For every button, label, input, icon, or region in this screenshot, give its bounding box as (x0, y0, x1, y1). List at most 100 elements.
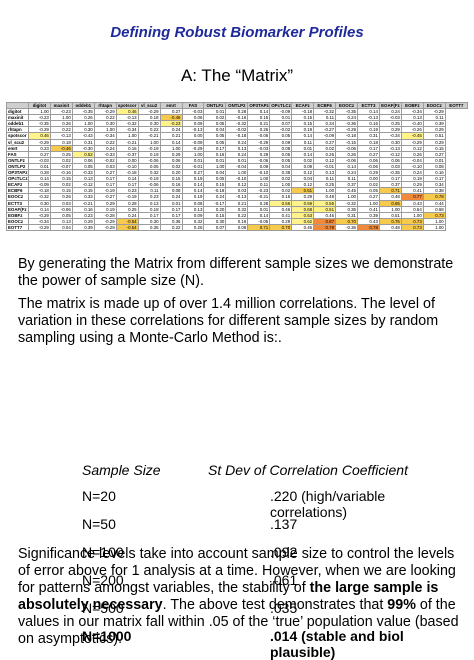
matrix-cell: 0.73 (400, 223, 424, 231)
matrix-header-row: digitot maxinit oddeb1 rhtapn spotscor vl_scu… (6, 101, 469, 110)
matrix-row: OP3TAPz 0.28 -0.16 -0.33 0.27 -0.18 0.32 0.20 0.… (6, 169, 468, 177)
correlation-matrix-table: digitot maxinit oddeb1 rhtapn spotscor vl_scu… (6, 101, 469, 231)
matrix-cell: -0.18 (225, 132, 249, 140)
sample-size-value: N=500 (82, 600, 124, 616)
paragraph-matrix-description: The matrix is made up of over 1.4 millio… (18, 296, 439, 346)
matrix-cell: -0.06 (137, 156, 161, 164)
matrix-cell: 0.78 (357, 223, 380, 231)
matrix-cell: 0.51 (422, 132, 446, 140)
correlation-matrix: digitot maxinit oddeb1 rhtapn spotscor vl_scu… (6, 101, 469, 242)
matrix-row: EOBFz -0.29 0.05 0.23 -0.28 0.24 0.17 0.17 0.09 0… (6, 211, 468, 219)
matrix-column-header: spotscor (115, 101, 139, 110)
matrix-cell: 0.19 (137, 150, 161, 158)
matrix-column-header: EOOCz (422, 101, 446, 110)
matrix-cell: -0.17 (203, 199, 227, 207)
matrix-cell: -0.34 (115, 126, 139, 134)
matrix-cell: 1.00 (159, 144, 183, 152)
matrix-cell: 0.29 (422, 138, 446, 146)
matrix-cell: -0.19 (137, 175, 161, 183)
matrix-cell: 0.32 (137, 169, 161, 177)
matrix-cell: 0.17 (422, 175, 446, 183)
matrix-cell: -0.23 (159, 120, 183, 128)
paragraph-sample-size-intro: By generating the Matrix from different … (18, 256, 454, 289)
matrix-cell: 0.23 (115, 187, 139, 195)
matrix-cell: 0.17 (137, 211, 161, 219)
matrix-cell: -0.29 (93, 223, 117, 231)
matrix-column-header: FAS (181, 101, 205, 110)
matrix-column-header: OPcTLCz (269, 101, 293, 110)
matrix-cell: -0.03 (181, 108, 205, 116)
matrix-cell: 0.21 (159, 132, 183, 140)
matrix-cell: 0.17 (115, 181, 139, 189)
sample-size-value: N=200 (82, 572, 124, 588)
matrix-cell: -0.46 (159, 114, 183, 122)
matrix-cell: 0.06 (159, 156, 183, 164)
matrix-cell: -0.01 (181, 162, 205, 171)
significance-emphasis: the large sample is absolutely necessary (18, 580, 439, 613)
matrix-row: ONTLP2 0.01 -0.07 0.05 0.03 -0.10 0.05 0.02 -0.0… (6, 162, 468, 171)
matrix-cell: -0.36 (335, 223, 358, 231)
matrix-cell: 0.22 (137, 126, 161, 134)
matrix-cell: -0.13 (225, 193, 249, 201)
matrix-cell: -0.29 (422, 108, 446, 116)
matrix-cell: -0.29 (27, 223, 51, 231)
matrix-cell: 0.36 (159, 217, 183, 225)
matrix-cell: 0.71 (247, 223, 271, 231)
matrix-cell: -0.37 (115, 150, 139, 158)
matrix-column-header: EOTT7 (444, 101, 469, 110)
matrix-row: EOOCz -0.34 0.13 0.29 -0.29 -0.54 0.30 0.36 0.32… (6, 217, 468, 225)
matrix-cell: -0.54 (115, 217, 139, 225)
matrix-cell: 0.46 (115, 108, 139, 116)
matrix-cell: 0.05 (137, 162, 161, 171)
matrix-cell: 0.13 (137, 199, 161, 207)
matrix-row: FAS 0.27 0.25 0.52 -0.33 -0.37 0.19 0.29 1.00 0.1… (6, 150, 468, 158)
matrix-cell: 0.73 (422, 211, 446, 219)
matrix-cell: 0.24 (159, 193, 183, 201)
matrix-row: spotscor 0.46 -0.13 -0.43 -0.34 1.00 -0.21 0.21… (6, 132, 468, 140)
matrix-cell: 0.17 (159, 205, 183, 213)
matrix-cell: 0.07 (203, 223, 227, 231)
matrix-cell: 0.26 (181, 223, 205, 231)
matrix-cell: 0.01 (159, 199, 183, 207)
section-subtitle: A: The “Matrix” (180, 66, 294, 85)
matrix-cell: -0.16 (225, 114, 249, 122)
matrix-cell: 0.14 (115, 175, 139, 183)
matrix-row: EOTT7 -0.29 0.04 0.39 -0.29 -0.54 0.35 0.22 0.26… (6, 223, 468, 231)
matrix-cell: 0.28 (115, 199, 139, 207)
matrix-cell: 0.18 (137, 205, 161, 213)
significance-text: Significance levels take into account sa… (18, 546, 456, 596)
matrix-cell: 0.17 (159, 211, 183, 219)
matrix-cell: 0.78 (313, 223, 337, 231)
std-dev-value: .092 (270, 544, 298, 560)
significance-percent: 99% (387, 597, 416, 613)
matrix-row: OPcTLCz 0.14 0.15 0.13 0.17 0.14 -0.19 0.15 0.19… (6, 175, 468, 183)
matrix-cell: 0.68 (422, 205, 446, 213)
matrix-column-header: ONTLFz (203, 101, 227, 110)
page-title: Defining Robust Biomarker Profiles (110, 24, 364, 41)
matrix-cell: 0.01 (422, 156, 446, 164)
matrix-column-header: vl_scu2 (137, 101, 161, 110)
matrix-row-label: EOAF(Fz (6, 205, 29, 213)
matrix-row: ECTT3 0.30 0.03 -0.21 0.29 0.28 0.13 0.01 0.08 -0… (6, 199, 468, 207)
matrix-row-label: OPcTLCz (6, 175, 29, 183)
sample-size-header: Sample Size (82, 462, 161, 478)
matrix-cell: 0.00 (115, 156, 139, 164)
matrix-column-header: ONTLP2 (225, 101, 249, 110)
matrix-cell: 0.35 (137, 223, 161, 231)
matrix-cell: 0.18 (137, 114, 161, 122)
matrix-cell: -0.18 (203, 187, 227, 195)
matrix-cell: -0.10 (225, 175, 249, 183)
matrix-cell: 0.04 (49, 223, 73, 231)
matrix-column-header: EOAF(Fz (378, 101, 402, 110)
matrix-row-label: spotscor (6, 132, 29, 140)
matrix-cell: 1.00 (115, 132, 139, 140)
matrix-cell: 1.00 (422, 223, 446, 231)
matrix-cell: -0.29 (137, 108, 161, 116)
matrix-cell: 0.16 (422, 169, 446, 177)
matrix-cell: -0.06 (137, 181, 161, 189)
std-dev-value: .220 (high/variable correlations) (270, 488, 386, 520)
matrix-row: rhtapn -0.29 0.22 0.30 1.00 -0.34 0.22 0.24 -0.1… (6, 126, 468, 134)
matrix-cell: 0.22 (159, 223, 183, 231)
matrix-cell: 0.30 (137, 120, 161, 128)
matrix-cell: 0.46 (291, 223, 315, 231)
